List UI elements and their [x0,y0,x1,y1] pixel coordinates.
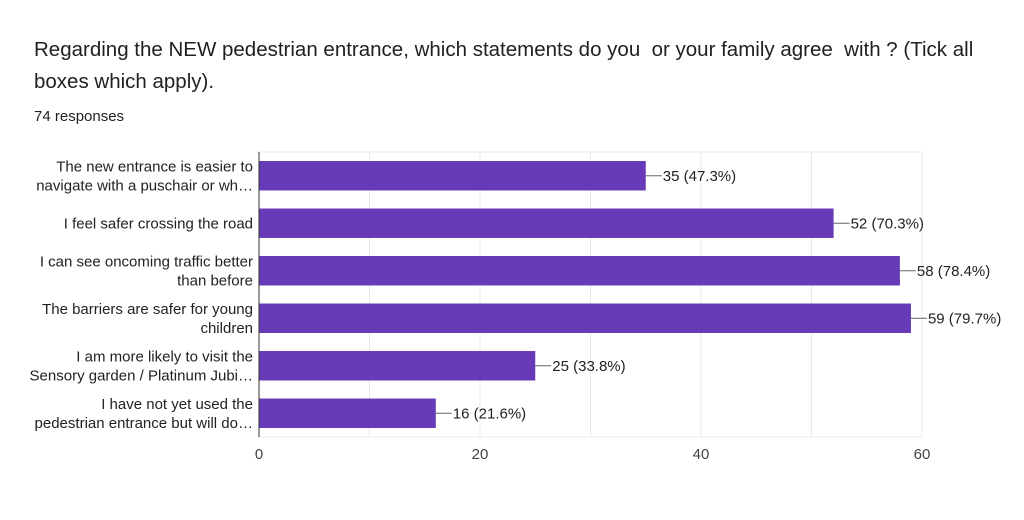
data-label: 59 (79.7%) [928,310,1001,327]
category-label: The barriers are safer for young [42,301,253,318]
category-label: I have not yet used the [101,396,253,413]
category-label: I can see oncoming traffic better [40,253,253,270]
x-tick-label: 0 [255,446,263,463]
category-label: pedestrian entrance but will do… [35,415,253,432]
bar [259,351,536,381]
x-tick-label: 40 [693,446,710,463]
bar [259,208,834,238]
category-label: than before [177,272,253,289]
bar [259,398,436,428]
category-label: Sensory garden / Platinum Jubi… [30,367,253,384]
category-label: I feel safer crossing the road [64,215,253,232]
bar [259,161,646,191]
response-count: 74 responses [34,108,125,125]
question-title: Regarding the NEW pedestrian entrance, w… [34,38,979,93]
data-label: 35 (47.3%) [663,168,736,185]
x-tick-label: 20 [472,446,489,463]
bar [259,303,911,333]
bar [259,256,900,286]
chart-header: Regarding the NEW pedestrian entrance, w… [34,34,1004,125]
data-label: 25 (33.8%) [552,358,625,375]
data-label: 16 (21.6%) [453,405,526,422]
data-label: 52 (70.3%) [851,215,924,232]
x-tick-label: 60 [914,446,931,463]
category-label: navigate with a puschair or wh… [36,177,253,194]
category-label: children [200,320,253,337]
category-label: I am more likely to visit the [76,348,253,365]
data-label: 58 (78.4%) [917,263,990,280]
category-label: The new entrance is easier to [56,158,253,175]
